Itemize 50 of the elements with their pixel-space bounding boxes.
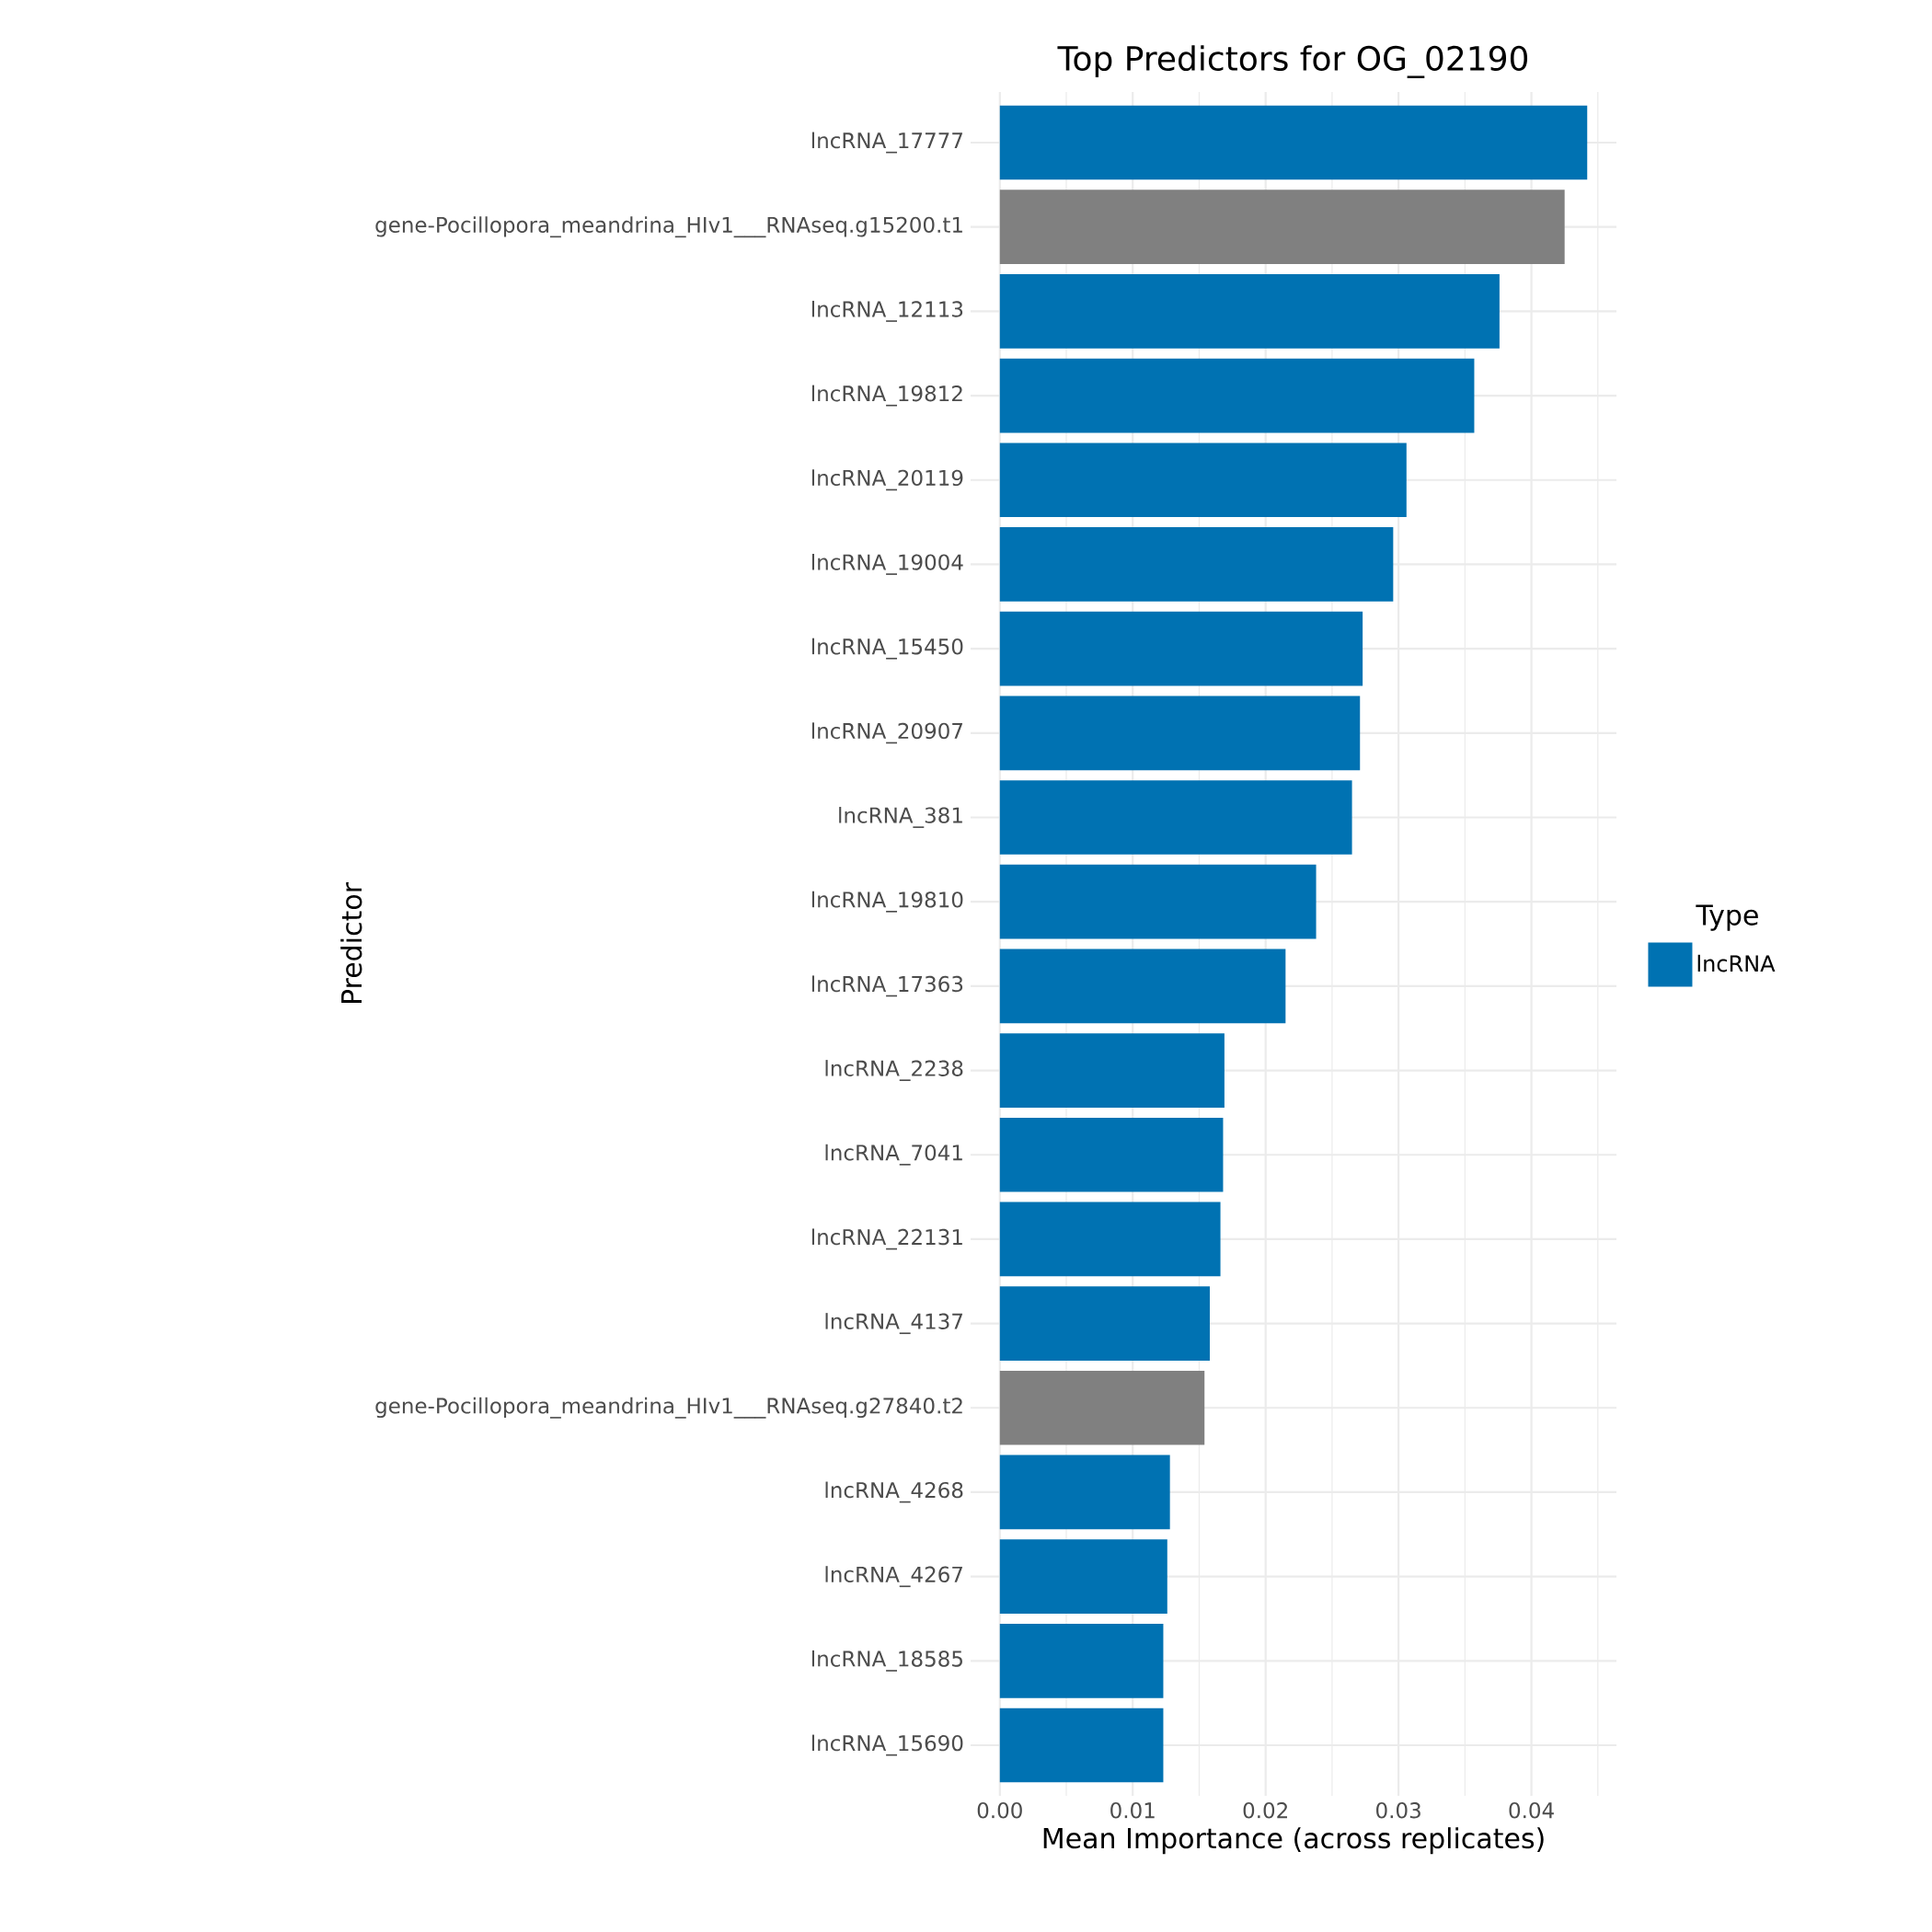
bar: [999, 611, 1363, 686]
bar: [999, 443, 1407, 518]
x-tick-label: 0.02: [1243, 1802, 1287, 1819]
y-tick-label: lncRNA_7041: [825, 1144, 962, 1166]
bar: [999, 1370, 1205, 1445]
y-tick-label: lncRNA_4137: [825, 1313, 962, 1335]
y-tick-label: lncRNA_22131: [811, 1228, 962, 1250]
y-tick-label: lncRNA_18585: [811, 1650, 962, 1672]
y-tick-label: lncRNA_19812: [811, 385, 962, 407]
bar: [999, 1539, 1167, 1614]
bar: [999, 1286, 1211, 1361]
y-tick-label: lncRNA_15450: [811, 638, 963, 660]
x-tick-label: 0.00: [977, 1802, 1022, 1819]
chart-title: Top Predictors for OG_02190: [1057, 45, 1528, 79]
y-tick-label: lncRNA_381: [839, 807, 962, 828]
bar: [999, 949, 1286, 1024]
bar: [999, 1117, 1224, 1192]
bar: [999, 1708, 1164, 1783]
bar: [999, 696, 1361, 771]
y-tick-label: lncRNA_20907: [811, 722, 962, 744]
y-tick-label: lncRNA_2238: [825, 1060, 963, 1081]
bar: [999, 190, 1565, 265]
bar: [999, 780, 1352, 855]
bar: [999, 274, 1500, 349]
x-tick-label: 0.04: [1509, 1802, 1554, 1819]
y-tick-label: lncRNA_4268: [825, 1481, 963, 1503]
y-tick-label: gene-Pocillopora_meandrina_HIv1___RNAseq.g15200.t1: [375, 216, 962, 238]
y-axis-title: Predictor: [340, 881, 362, 1004]
bar: [999, 105, 1588, 180]
y-tick-label: lncRNA_17363: [811, 975, 963, 997]
y-tick-label: lncRNA_20119: [811, 469, 963, 491]
bar: [999, 864, 1317, 939]
y-tick-label: lncRNA_15690: [811, 1734, 963, 1756]
y-tick-label: lncRNA_4267: [825, 1566, 962, 1588]
y-tick-label: gene-Pocillopora_meandrina_HIv1___RNAseq.g27840.t2: [375, 1397, 962, 1419]
bar: [999, 1623, 1164, 1698]
y-tick-label: lncRNA_17777: [811, 132, 962, 154]
y-tick-label: lncRNA_12113: [811, 300, 963, 322]
legend-title: Type: [1696, 904, 1758, 931]
y-tick-label: lncRNA_19004: [811, 553, 963, 575]
x-tick-label: 0.01: [1110, 1802, 1155, 1819]
legend-label: lncRNA: [1697, 954, 1776, 972]
x-tick-label: 0.03: [1376, 1802, 1420, 1819]
x-axis-title: Mean Importance (across replicates): [1043, 1827, 1544, 1855]
bar: [999, 527, 1394, 602]
bar: [999, 1455, 1170, 1530]
bar: [999, 358, 1475, 433]
bar: [999, 1202, 1221, 1277]
y-tick-label: lncRNA_19810: [811, 891, 963, 913]
bar: [999, 1033, 1225, 1108]
